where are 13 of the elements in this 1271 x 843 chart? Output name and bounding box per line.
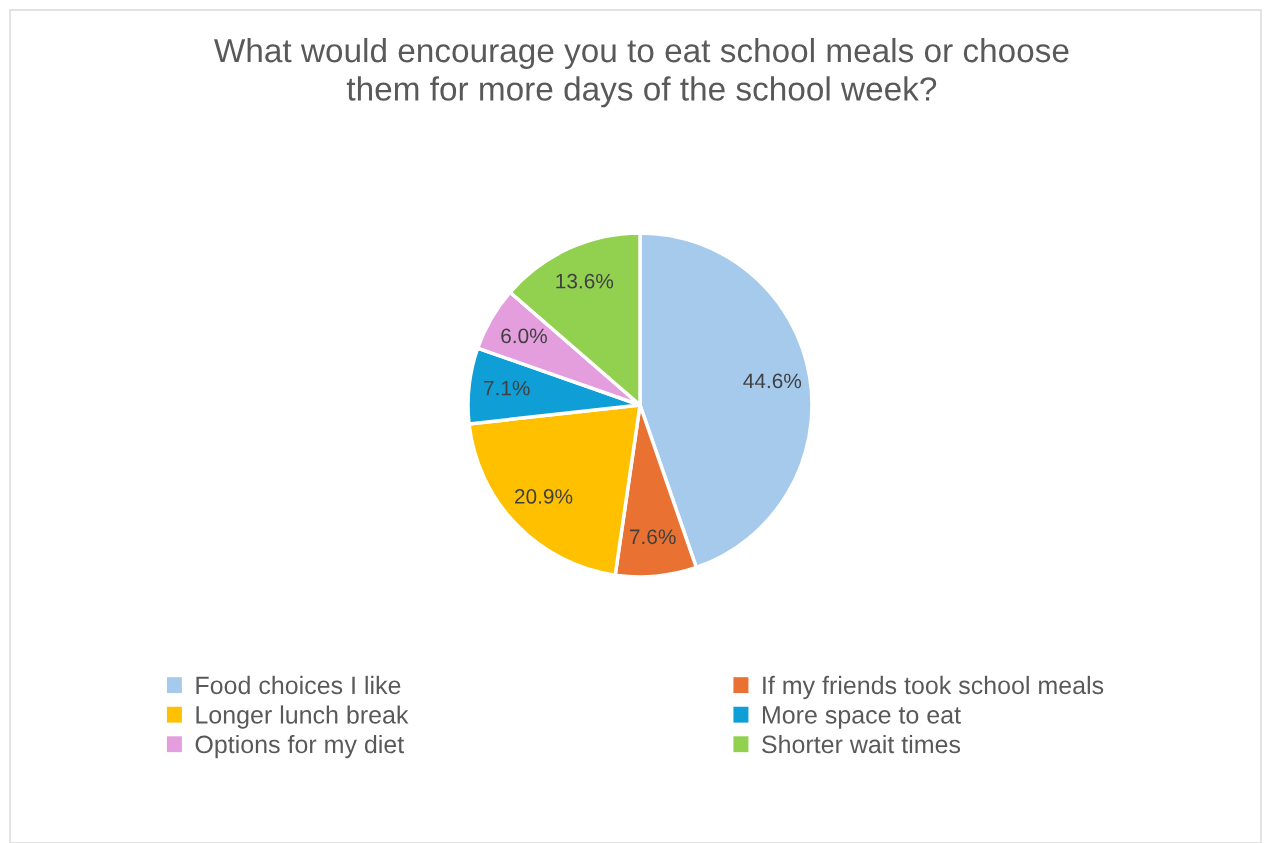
data-label: 7.6% [629, 529, 676, 545]
chart-title: What would encourage you to eat school meals or choose them for more days of the school week? [214, 37, 1069, 108]
legend-label: More space to eat [762, 706, 961, 729]
legend-label: Longer lunch break [196, 705, 409, 729]
legend-label: Food choices I like [196, 675, 401, 695]
data-label: 7.1% [484, 380, 530, 396]
data-label: 13.6% [556, 273, 614, 289]
data-label: 20.9% [515, 489, 573, 504]
data-label: 6.0% [501, 328, 547, 344]
data-label: 44.6% [743, 373, 802, 389]
legend-label: If my friends took school meals [763, 675, 1104, 700]
legend-label: Options for my diet [195, 734, 405, 759]
legend-label: Shorter wait times [762, 734, 961, 754]
